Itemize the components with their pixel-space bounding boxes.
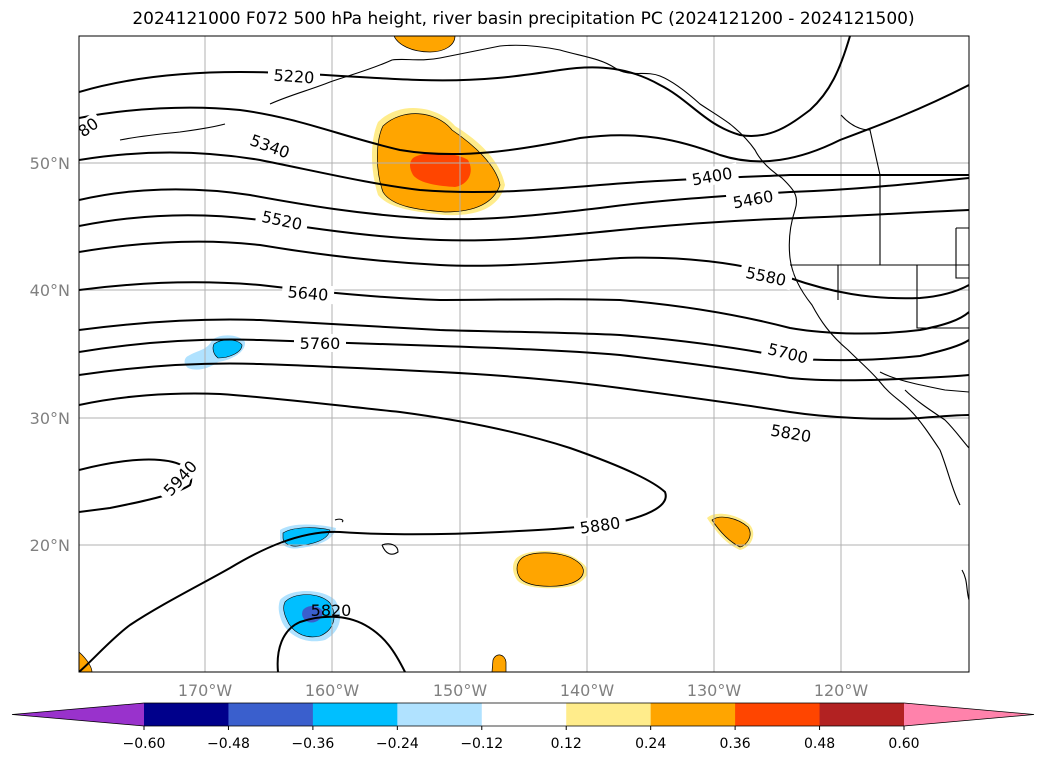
precip-neg-2-mid	[282, 527, 331, 547]
colorbar-bin	[228, 703, 314, 726]
contour-labels: 5220 5340 5400 5460 5520 5580 5640 5700 …	[79, 66, 819, 620]
colorbar: −0.60 −0.48 −0.36 −0.24 −0.12 0.12 0.24 0.36 0.4…	[11, 702, 1035, 752]
precip-blob-corner	[79, 651, 93, 672]
colorbar-over-triangle	[904, 703, 1034, 726]
contour-label-5220: 5220	[273, 66, 315, 88]
contour-label-5700: 5700	[766, 339, 810, 367]
lon-label-140w: 140°W	[560, 681, 615, 700]
precip-shading	[79, 36, 754, 672]
colorbar-bin	[566, 703, 652, 726]
colorbar-tick-label: −0.60	[123, 736, 166, 752]
colorbar-tick-label: 0.60	[888, 736, 919, 752]
colorbar-under-triangle	[12, 703, 144, 726]
colorbar-bin	[481, 703, 567, 726]
lon-label-160w: 160°W	[305, 681, 360, 700]
map-area: 5220 5340 5400 5460 5520 5580 5640 5700 …	[79, 36, 969, 672]
contour-label-5880: 5880	[579, 513, 622, 537]
contour-label-5640: 5640	[287, 282, 329, 304]
colorbar-bin	[819, 703, 905, 726]
contour-label-5340: 5340	[247, 131, 292, 163]
colorbar-bin	[735, 703, 821, 726]
colorbar-bin	[144, 703, 229, 726]
map-frame	[78, 35, 970, 673]
precip-blob-subtropic-2-mid	[711, 516, 751, 548]
contour-label-5460: 5460	[731, 187, 774, 213]
height-contours	[79, 36, 969, 672]
colorbar-bin	[650, 703, 736, 726]
colorbar-tick-label: −0.12	[460, 736, 503, 752]
map-title: 2024121000 F072 500 hPa height, river ba…	[132, 9, 915, 29]
contour-label-5760: 5760	[300, 334, 341, 353]
colorbar-bin	[397, 703, 483, 726]
lon-label-130w: 130°W	[687, 681, 742, 700]
colorbar-bin	[312, 703, 398, 726]
precip-blob-small-south	[491, 654, 507, 672]
precip-blob-north-edge	[393, 36, 456, 53]
lon-label-150w: 150°W	[433, 681, 488, 700]
colorbar-tick-label: 0.36	[720, 736, 751, 752]
lon-label-170w: 170°W	[178, 681, 233, 700]
lat-label-20n: 20°N	[30, 536, 70, 555]
contour-label-5820-east: 5820	[769, 421, 812, 447]
precip-blob-gulf-alaska-core	[410, 152, 471, 187]
lat-label-30n: 30°N	[30, 409, 70, 428]
colorbar-tick-label: 0.48	[804, 736, 835, 752]
precip-neg-1-mid	[212, 339, 243, 359]
lat-label-40n: 40°N	[30, 281, 70, 300]
colorbar-tick-label: 0.12	[551, 736, 582, 752]
lat-label-50n: 50°N	[30, 154, 70, 173]
colorbar-tick-label: 0.24	[635, 736, 666, 752]
lon-label-120w: 120°W	[814, 681, 869, 700]
contour-label-5820-south: 5820	[311, 601, 352, 620]
colorbar-tick-label: −0.48	[207, 736, 250, 752]
lon-labels: 170°W 160°W 150°W 140°W 130°W 120°W	[178, 681, 869, 700]
graticule	[79, 36, 969, 672]
colorbar-tick-label: −0.24	[376, 736, 419, 752]
precip-blob-subtropic-1-mid	[516, 552, 584, 587]
contour-label-5580: 5580	[744, 263, 788, 290]
coastlines	[119, 44, 969, 601]
contour-label-5400: 5400	[690, 164, 733, 190]
contour-label-5520: 5520	[260, 207, 304, 234]
colorbar-tick-label: −0.36	[291, 736, 334, 752]
lat-labels: 50°N 40°N 30°N 20°N	[30, 154, 70, 555]
